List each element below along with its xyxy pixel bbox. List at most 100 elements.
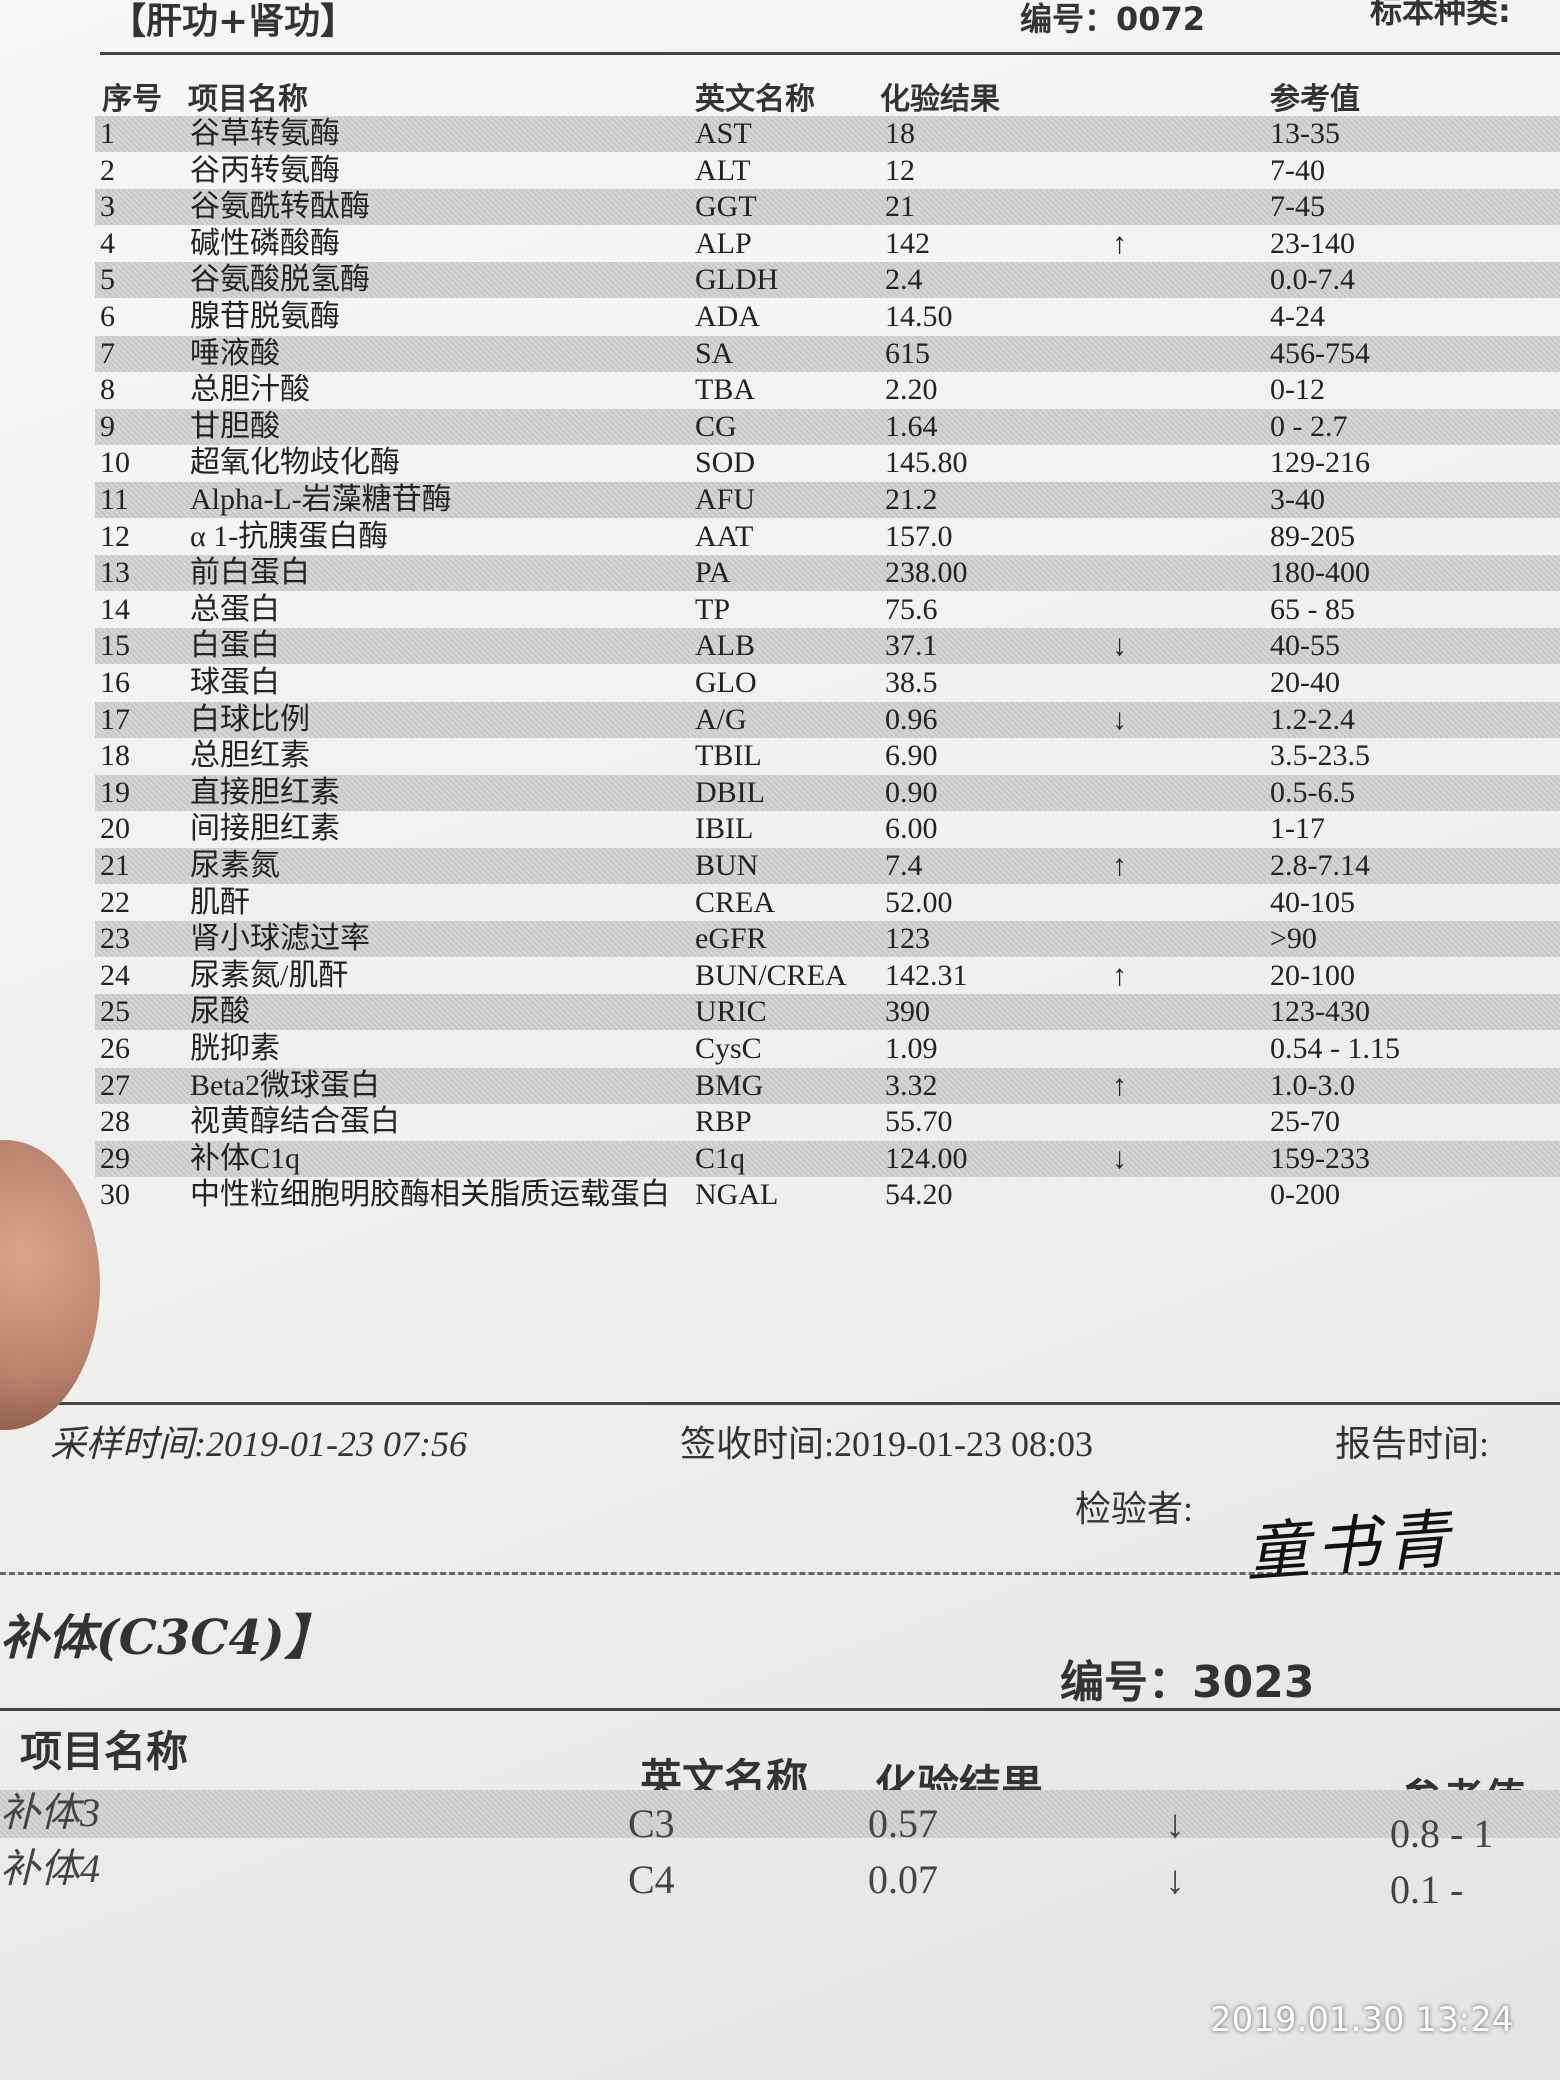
english-name: C1q bbox=[695, 1141, 746, 1175]
row-stripe bbox=[95, 921, 1560, 958]
reference-range: 20-100 bbox=[1270, 958, 1355, 992]
item-name: 尿素氮 bbox=[190, 849, 280, 882]
column-header: 参考值 bbox=[1270, 82, 1360, 117]
abnormal-flag: ↓ bbox=[1112, 702, 1127, 736]
item-name: 肾小球滤过率 bbox=[190, 922, 370, 956]
row-number: 15 bbox=[100, 629, 130, 663]
result: 12 bbox=[885, 153, 915, 187]
row-stripe bbox=[0, 1790, 1560, 1838]
reference-range: 0.5-6.5 bbox=[1270, 775, 1355, 809]
row-number: 26 bbox=[100, 1032, 130, 1065]
row-stripe bbox=[95, 482, 1560, 518]
result: 142 bbox=[885, 226, 930, 260]
row-stripe bbox=[95, 262, 1560, 299]
item-name: 腺苷脱氨酶 bbox=[190, 300, 340, 333]
reference-range: 20-40 bbox=[1270, 666, 1340, 699]
result: 124.00 bbox=[885, 1141, 968, 1175]
result: 615 bbox=[885, 336, 930, 370]
result: 0.07 bbox=[868, 1857, 938, 1902]
reference-range: 7-40 bbox=[1270, 153, 1325, 187]
reference-range: 1.2-2.4 bbox=[1270, 702, 1355, 736]
report-title: 【肝功+肾功】 bbox=[110, 1, 357, 42]
result: 14.50 bbox=[885, 300, 953, 333]
column-header: 英文名称 bbox=[695, 82, 815, 117]
result: 2.20 bbox=[885, 373, 938, 407]
item-name: 谷草转氨酶 bbox=[190, 117, 340, 150]
reference-range: 3.5-23.5 bbox=[1270, 739, 1370, 773]
abnormal-flag: ↑ bbox=[1112, 226, 1127, 260]
reference-range: 65 - 85 bbox=[1270, 592, 1355, 626]
item-name: 谷氨酰转酞酶 bbox=[190, 190, 370, 224]
result: 123 bbox=[885, 922, 930, 956]
item-name: 胱抑素 bbox=[190, 1032, 280, 1065]
english-name: GGT bbox=[695, 190, 757, 224]
abnormal-flag: ↓ bbox=[1165, 1857, 1185, 1902]
row-number: 14 bbox=[100, 592, 130, 626]
result: 75.6 bbox=[885, 592, 938, 626]
reference-range: 23-140 bbox=[1270, 226, 1355, 260]
english-name: IBIL bbox=[695, 812, 754, 846]
reference-range: 159-233 bbox=[1270, 1141, 1370, 1175]
reference-range: 89-205 bbox=[1270, 519, 1355, 553]
item-name: 补体3 bbox=[0, 1790, 100, 1835]
reference-range: 2.8-7.14 bbox=[1270, 849, 1370, 882]
row-number: 10 bbox=[100, 446, 130, 480]
result: 145.80 bbox=[885, 446, 968, 480]
english-name: URIC bbox=[695, 995, 767, 1029]
row-stripe bbox=[95, 335, 1560, 372]
row-stripe bbox=[95, 628, 1560, 665]
item-name: 唾液酸 bbox=[190, 336, 280, 370]
row-number: 4 bbox=[100, 226, 115, 260]
english-name: SA bbox=[695, 336, 734, 370]
english-name: GLDH bbox=[695, 263, 779, 297]
row-number: 28 bbox=[100, 1105, 130, 1139]
item-name: 超氧化物歧化酶 bbox=[190, 446, 400, 480]
english-name: ALB bbox=[695, 629, 755, 663]
row-stripe bbox=[95, 555, 1560, 592]
english-name: eGFR bbox=[695, 922, 767, 956]
reference-range: 40-55 bbox=[1270, 629, 1340, 663]
result: 157.0 bbox=[885, 519, 953, 553]
row-stripe bbox=[95, 848, 1560, 884]
result: 6.00 bbox=[885, 812, 938, 846]
row-number: 8 bbox=[100, 373, 115, 407]
reference-range: 456-754 bbox=[1270, 336, 1370, 370]
row-stripe bbox=[95, 408, 1560, 445]
abnormal-flag: ↑ bbox=[1112, 958, 1127, 992]
item-name: 前白蛋白 bbox=[190, 556, 310, 590]
row-number: 1 bbox=[100, 117, 115, 150]
result: 52.00 bbox=[885, 885, 953, 919]
reference-range: 129-216 bbox=[1270, 446, 1370, 480]
item-name: 碱性磷酸酶 bbox=[190, 226, 340, 260]
section2-number: 编号：3023 bbox=[1060, 1657, 1315, 1708]
item-name: 尿酸 bbox=[190, 995, 250, 1029]
reference-range: 25-70 bbox=[1270, 1105, 1340, 1139]
result: 1.09 bbox=[885, 1032, 938, 1065]
report-number: 编号：0072 bbox=[1020, 0, 1206, 38]
english-name: GLO bbox=[695, 666, 757, 699]
row-number: 22 bbox=[100, 885, 130, 919]
reference-range: 0 - 2.7 bbox=[1270, 409, 1348, 443]
abnormal-flag: ↑ bbox=[1112, 849, 1127, 882]
row-number: 6 bbox=[100, 300, 115, 333]
english-name: AFU bbox=[695, 483, 756, 516]
item-name: 肌酐 bbox=[190, 885, 250, 919]
report-time: 报告时间: bbox=[1335, 1424, 1490, 1464]
specimen-label: 标本种类: bbox=[1370, 0, 1511, 30]
english-name: BUN/CREA bbox=[695, 958, 847, 992]
item-name: 总蛋白 bbox=[190, 592, 280, 626]
reference-range: 0.0-7.4 bbox=[1270, 263, 1355, 297]
item-name: 尿素氮/肌酐 bbox=[190, 958, 349, 992]
english-name: CG bbox=[695, 409, 737, 443]
row-number: 17 bbox=[100, 702, 130, 736]
reference-range: 0.1 - bbox=[1390, 1867, 1464, 1912]
row-number: 11 bbox=[100, 483, 129, 516]
row-number: 21 bbox=[100, 849, 130, 882]
column-header: 序号 bbox=[102, 82, 162, 117]
english-name: C4 bbox=[628, 1857, 675, 1902]
reference-range: 1-17 bbox=[1270, 812, 1325, 846]
row-number: 13 bbox=[100, 556, 130, 590]
result: 7.4 bbox=[885, 849, 923, 882]
english-name: SOD bbox=[695, 446, 756, 480]
